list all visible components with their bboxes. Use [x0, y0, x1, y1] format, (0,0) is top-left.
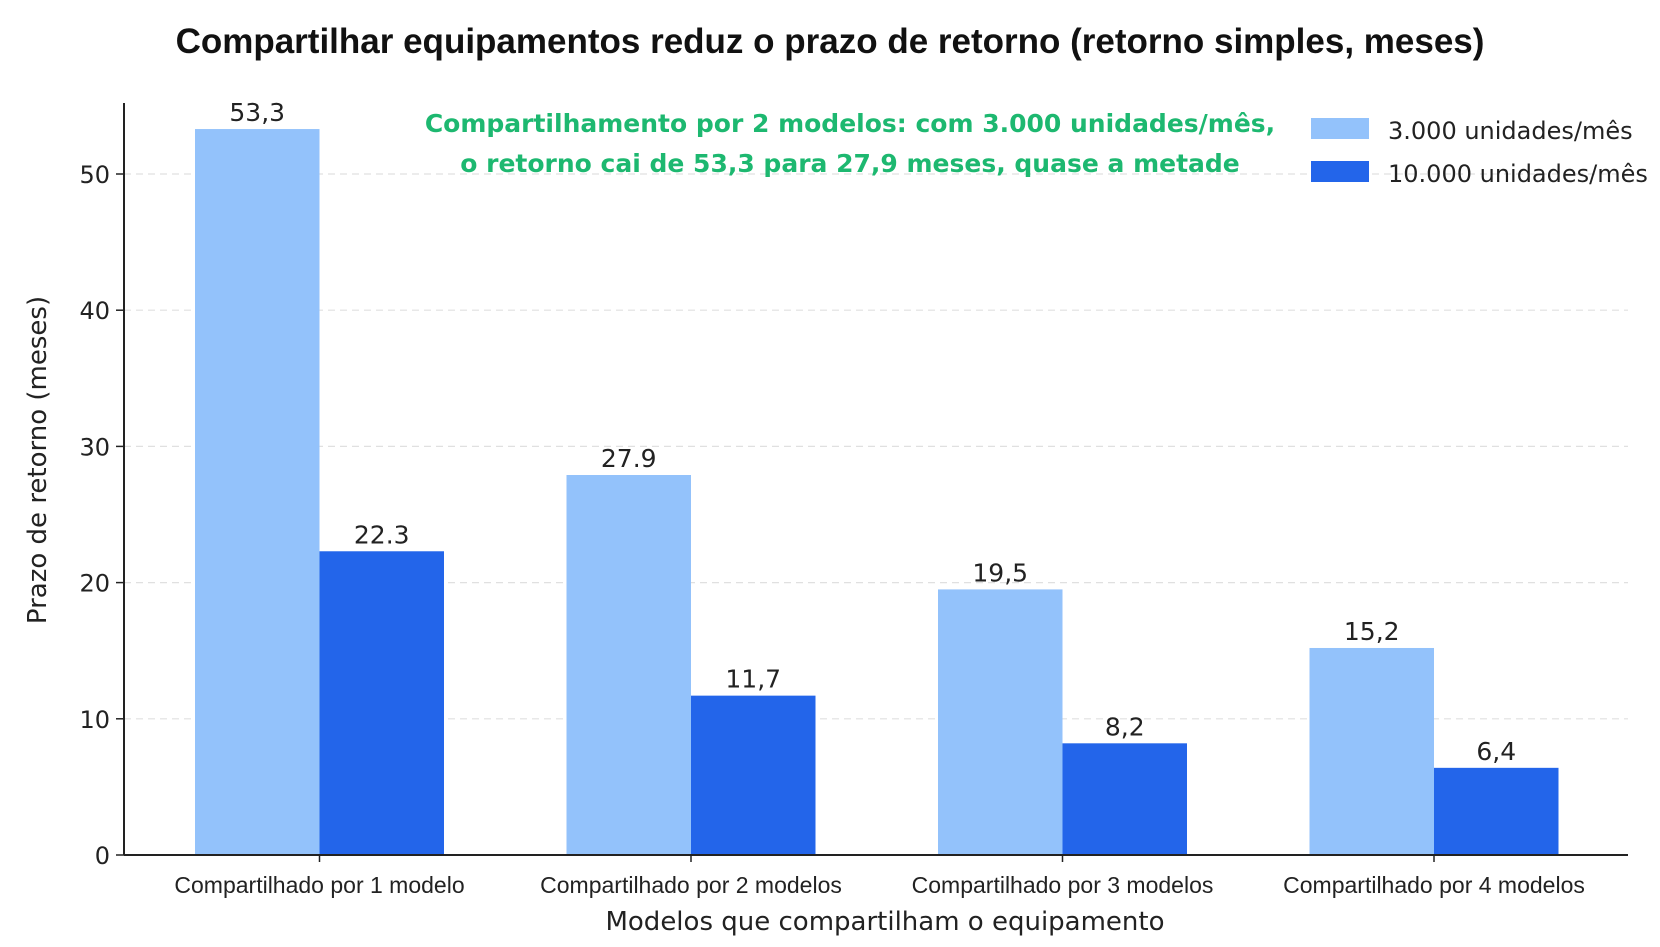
bar-3000-cat-2: [566, 475, 691, 855]
x-axis-label: Modelos que compartilham o equipamento: [605, 907, 1164, 937]
data-label: 19,5: [972, 558, 1028, 587]
legend-swatch-3000: [1311, 118, 1369, 139]
bar-10000-cat-4: [1434, 767, 1559, 855]
y-tick-label: 30: [79, 433, 110, 461]
x-tick-label: Compartilhado por 2 modelos: [540, 872, 842, 898]
legend: 3.000 unidades/mês 10.000 unidades/mês: [1311, 117, 1648, 188]
y-tick-label: 50: [79, 161, 110, 189]
x-tick-label: Compartilhado por 1 modelo: [174, 872, 464, 898]
y-tick-label: 0: [95, 842, 110, 870]
y-tick-label: 20: [79, 570, 110, 598]
legend-label-3000: 3.000 unidades/mês: [1388, 117, 1633, 145]
x-axis-ticks: Compartilhado por 1 modelo Compartilhado …: [174, 855, 1585, 898]
data-label: 6,4: [1476, 737, 1516, 766]
data-label: 53,3: [229, 98, 285, 127]
bar-10000-cat-1: [319, 551, 444, 855]
data-label: 8,2: [1105, 712, 1145, 741]
annotation-line-2: o retorno cai de 53,3 para 27,9 meses, q…: [460, 149, 1240, 178]
y-axis-ticks: 0 10 20 30 40 50: [79, 161, 124, 870]
bar-3000-cat-1: [195, 129, 320, 855]
chart-title: Compartilhar equipamentos reduz o prazo …: [176, 22, 1485, 61]
bar-3000-cat-3: [938, 589, 1063, 855]
x-tick-label: Compartilhado por 3 modelos: [912, 872, 1214, 898]
bar-3000-cat-4: [1309, 647, 1434, 855]
y-tick-label: 10: [79, 706, 110, 734]
y-tick-label: 40: [79, 297, 110, 325]
bar-10000-cat-2: [691, 695, 816, 855]
bar-10000-cat-3: [1062, 743, 1187, 855]
data-labels: 53,3 22.3 27.9 11,7 19,5 8,2 15,2 6,4: [229, 98, 1516, 766]
legend-label-10000: 10.000 unidades/mês: [1388, 160, 1648, 188]
legend-swatch-10000: [1311, 161, 1369, 182]
bars: [195, 129, 1559, 855]
data-label: 27.9: [601, 444, 657, 473]
data-label: 11,7: [725, 665, 781, 694]
data-label: 15,2: [1344, 617, 1400, 646]
x-tick-label: Compartilhado por 4 modelos: [1283, 872, 1585, 898]
data-label: 22.3: [354, 520, 410, 549]
y-axis-label: Prazo de retorno (meses): [23, 296, 53, 624]
annotation-line-1: Compartilhamento por 2 modelos: com 3.00…: [425, 109, 1275, 138]
